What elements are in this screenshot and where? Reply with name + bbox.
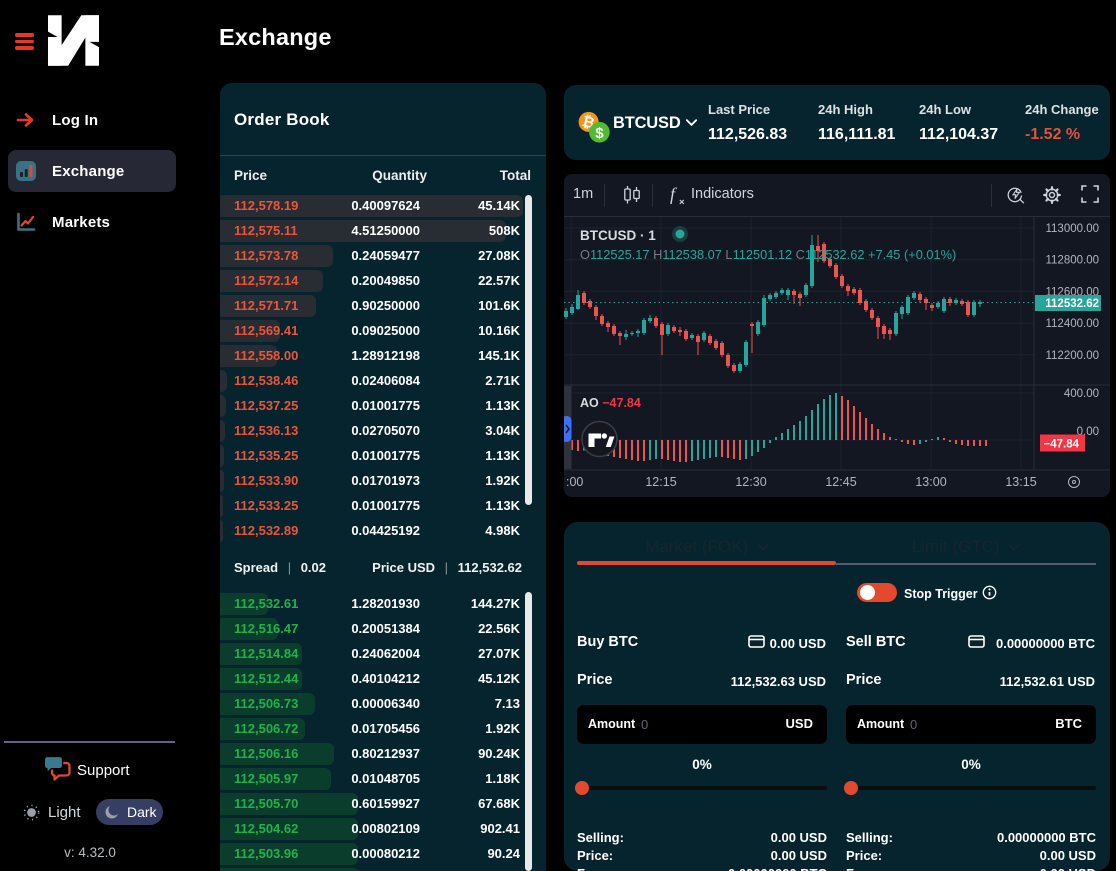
- svg-text:112200.00: 112200.00: [1045, 350, 1099, 362]
- svg-text:O112525.17 H112538.07 L112501.: O112525.17 H112538.07 L112501.12 C112532…: [580, 247, 956, 262]
- svg-text:112532.62: 112532.62: [1045, 298, 1099, 310]
- svg-text:112400.00: 112400.00: [1045, 318, 1099, 330]
- svg-text:×: ×: [679, 197, 685, 207]
- svg-text:400.00: 400.00: [1064, 388, 1099, 400]
- svg-text:12:45: 12:45: [825, 475, 856, 489]
- svg-text:AO −47.84: AO −47.84: [580, 396, 641, 410]
- svg-text:f: f: [670, 184, 678, 204]
- svg-text:13:00: 13:00: [915, 475, 946, 489]
- svg-text:13:15: 13:15: [1005, 475, 1036, 489]
- svg-text:12:30: 12:30: [735, 475, 766, 489]
- svg-text:−47.84: −47.84: [1044, 439, 1080, 451]
- svg-text:BTCUSD · 1: BTCUSD · 1: [580, 228, 656, 243]
- svg-text:113000.00: 113000.00: [1045, 223, 1099, 235]
- svg-text:112800.00: 112800.00: [1045, 255, 1099, 267]
- svg-text:12:15: 12:15: [645, 475, 676, 489]
- svg-text::00: :00: [566, 475, 583, 489]
- svg-text:$: $: [595, 125, 604, 142]
